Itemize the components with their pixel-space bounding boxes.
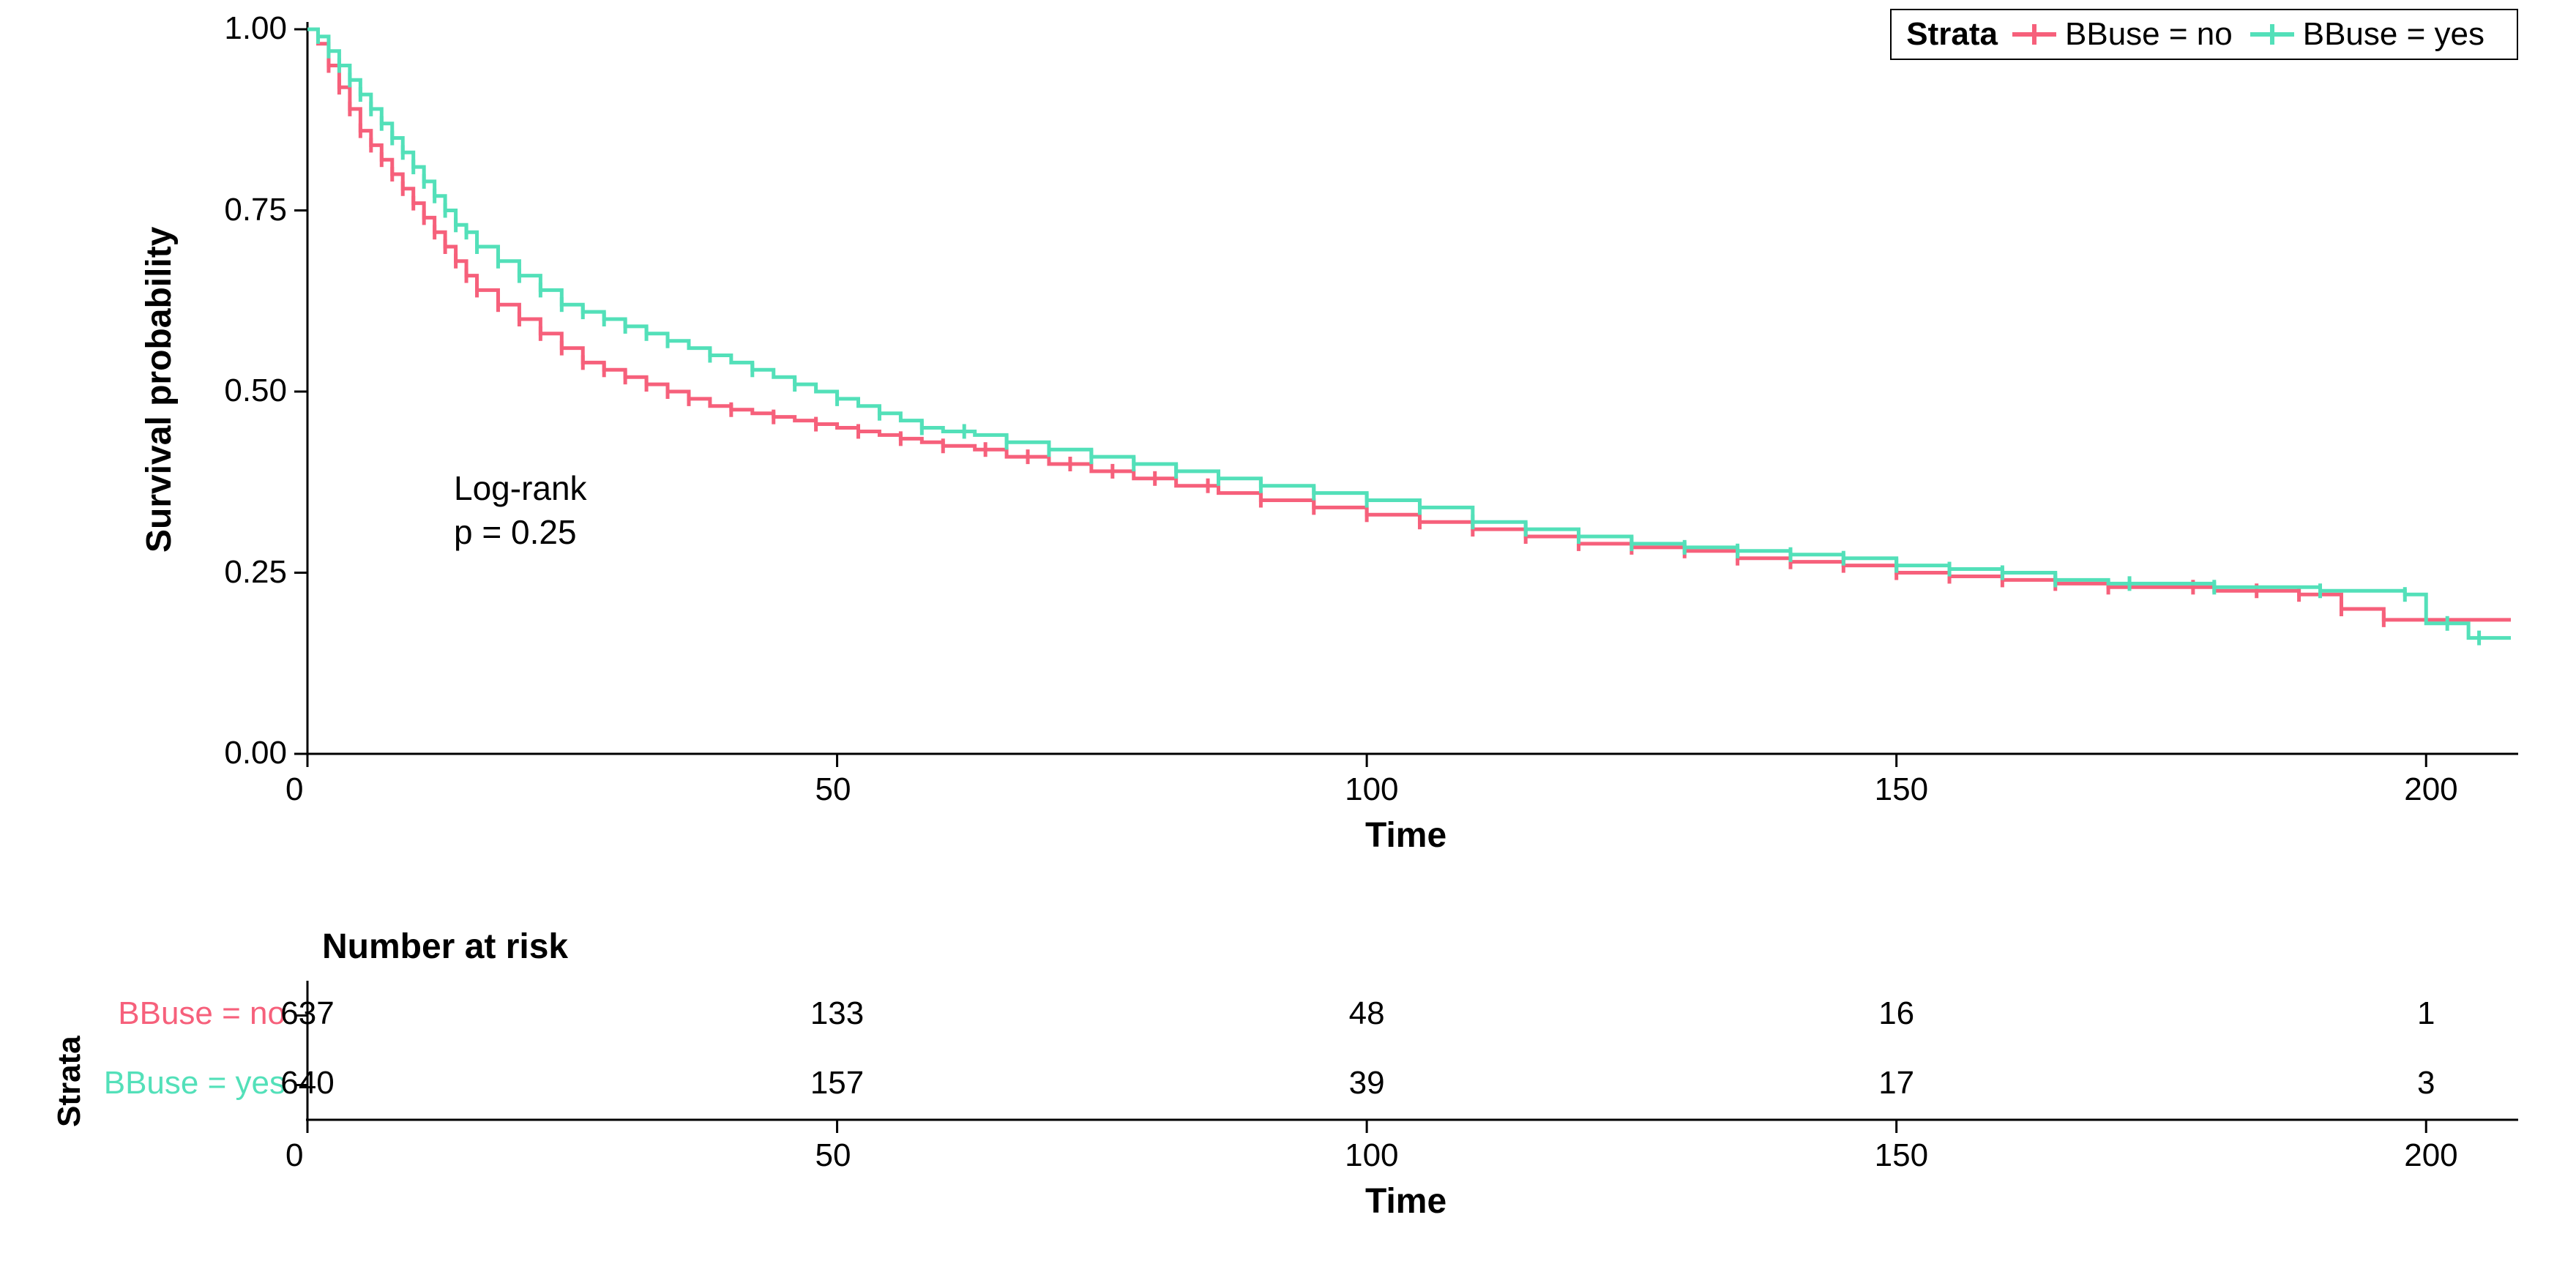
risk-x-tick-label: 0 [285,1137,303,1174]
risk-cell: 640 [264,1065,351,1101]
risk-cell: 3 [2382,1065,2470,1101]
risk-cell: 157 [794,1065,881,1101]
risk-cell: 133 [794,995,881,1032]
risk-cell: 637 [264,995,351,1032]
risk-x-tick-label: 50 [815,1137,851,1174]
risk-cell: 17 [1853,1065,1941,1101]
risk-x-axis-label: Time [1365,1181,1446,1222]
risk-x-tick-label: 100 [1345,1137,1398,1174]
risk-cell: 48 [1323,995,1411,1032]
risk-table-title: Number at risk [322,927,568,967]
risk-cell: 39 [1323,1065,1411,1101]
risk-x-tick-label: 150 [1875,1137,1928,1174]
risk-row-label-no: BBuse = no [66,995,285,1032]
risk-table-panel [0,0,2576,1283]
risk-row-label-yes: BBuse = yes [66,1065,285,1101]
risk-x-tick-label: 200 [2404,1137,2457,1174]
risk-cell: 1 [2382,995,2470,1032]
risk-cell: 16 [1853,995,1941,1032]
